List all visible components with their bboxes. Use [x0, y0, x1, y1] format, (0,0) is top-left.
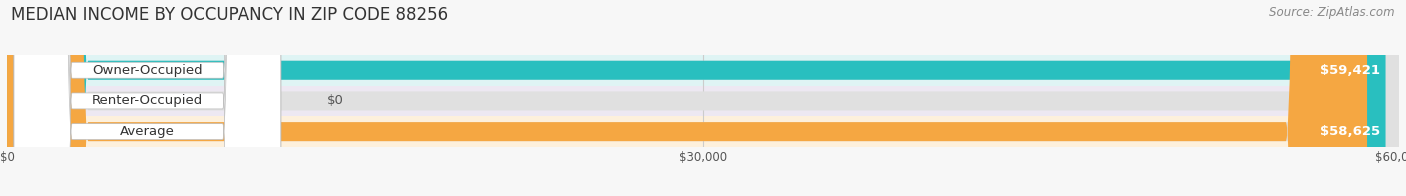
Text: Average: Average: [120, 125, 174, 138]
Text: Owner-Occupied: Owner-Occupied: [91, 64, 202, 77]
FancyBboxPatch shape: [7, 0, 1399, 196]
Text: $58,625: $58,625: [1320, 125, 1381, 138]
Text: MEDIAN INCOME BY OCCUPANCY IN ZIP CODE 88256: MEDIAN INCOME BY OCCUPANCY IN ZIP CODE 8…: [11, 6, 449, 24]
Bar: [7, 86, 1399, 116]
Text: $59,421: $59,421: [1320, 64, 1381, 77]
FancyBboxPatch shape: [7, 0, 1367, 196]
FancyBboxPatch shape: [14, 0, 281, 196]
Text: $0: $0: [328, 94, 344, 107]
FancyBboxPatch shape: [14, 0, 281, 196]
FancyBboxPatch shape: [7, 0, 1399, 196]
Bar: [7, 116, 1399, 147]
FancyBboxPatch shape: [7, 0, 1399, 196]
Text: Source: ZipAtlas.com: Source: ZipAtlas.com: [1270, 6, 1395, 19]
FancyBboxPatch shape: [14, 0, 281, 196]
Text: Renter-Occupied: Renter-Occupied: [91, 94, 202, 107]
Bar: [7, 55, 1399, 86]
FancyBboxPatch shape: [7, 0, 1385, 196]
